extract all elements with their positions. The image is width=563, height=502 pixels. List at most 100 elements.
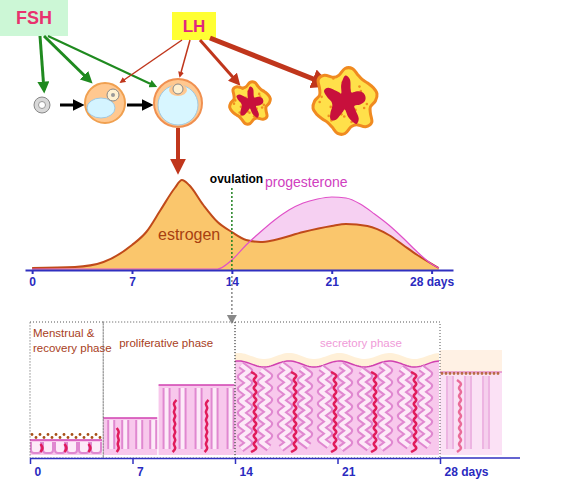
gland-wall bbox=[421, 368, 429, 446]
luteal-dot bbox=[241, 87, 244, 90]
day-tick-mark bbox=[440, 458, 442, 464]
spiral-artery bbox=[65, 444, 67, 452]
x-tick: 7 bbox=[129, 270, 136, 289]
shed-tissue bbox=[39, 433, 42, 436]
spiral-artery bbox=[331, 372, 336, 452]
gland-wall bbox=[361, 370, 369, 448]
x-tick-mark bbox=[132, 270, 134, 274]
endometrium-surface bbox=[159, 384, 235, 386]
connector-line bbox=[231, 276, 233, 315]
shed-tissue bbox=[441, 372, 444, 375]
gland-lumen bbox=[301, 368, 309, 446]
shed-tissue bbox=[489, 372, 492, 375]
gland-wall bbox=[227, 388, 235, 449]
shed-tissue bbox=[99, 436, 102, 439]
spiral-artery bbox=[457, 380, 461, 452]
gland-wall bbox=[149, 420, 157, 449]
shed-tissue bbox=[63, 433, 66, 436]
lh-arrow bbox=[180, 40, 190, 76]
luteal-tissue bbox=[313, 68, 377, 135]
gland-lumen bbox=[70, 442, 74, 450]
shed-tissue bbox=[473, 372, 476, 375]
gland-wall bbox=[82, 442, 86, 450]
spiral-artery bbox=[89, 444, 91, 452]
shed-tissue bbox=[55, 433, 58, 436]
luteal-dot bbox=[320, 96, 323, 99]
gland-wall bbox=[58, 442, 62, 450]
shed-tissue bbox=[481, 372, 484, 375]
gland-lumen bbox=[181, 388, 185, 449]
series-label: progesterone bbox=[265, 174, 348, 190]
spiral-artery bbox=[411, 372, 416, 452]
gland-lumen bbox=[484, 376, 488, 449]
gland-wall bbox=[301, 368, 309, 446]
x-tick-mark bbox=[231, 270, 233, 274]
endometrium-layer bbox=[235, 361, 439, 455]
plot-area bbox=[32, 180, 439, 270]
day-tick-label: 28 days bbox=[445, 465, 489, 479]
spiral-artery bbox=[117, 428, 119, 452]
shed-tissue bbox=[469, 372, 472, 375]
endometrium-surface bbox=[235, 361, 439, 367]
shed-tissue bbox=[75, 436, 78, 439]
phase-label-line: recovery phase bbox=[33, 342, 112, 354]
oocyte bbox=[107, 89, 119, 101]
day-tick: 0 bbox=[31, 458, 42, 479]
gland-lumen bbox=[361, 370, 369, 448]
nucleus bbox=[111, 93, 115, 97]
phase-label: Menstrual &recovery phase bbox=[33, 327, 112, 354]
graafian-follicle bbox=[154, 79, 202, 127]
phase-box bbox=[103, 322, 235, 458]
corpus-luteum bbox=[230, 82, 271, 124]
cumulus bbox=[169, 84, 187, 96]
x-tick: 21 bbox=[326, 270, 340, 289]
annotation-text: ovulation bbox=[210, 172, 263, 186]
hormone-box bbox=[0, 0, 68, 36]
gland-wall bbox=[241, 365, 249, 449]
stage-arrow bbox=[60, 104, 81, 107]
gland-wall bbox=[34, 442, 38, 450]
shed-tissue bbox=[35, 436, 38, 439]
luteal-dot bbox=[329, 106, 332, 109]
fsh-arrow bbox=[44, 36, 90, 81]
luteal-dot bbox=[327, 115, 330, 118]
gland-lumen bbox=[421, 368, 429, 446]
endometrium-layer bbox=[30, 440, 102, 455]
phase-box bbox=[235, 322, 440, 458]
luteal-dot bbox=[363, 107, 366, 110]
day-tick-mark bbox=[132, 458, 134, 464]
shed-tissue bbox=[71, 433, 74, 436]
luteal-dot bbox=[332, 77, 335, 80]
luteal-dot bbox=[318, 101, 321, 104]
day-tick-label: 7 bbox=[137, 465, 144, 479]
shed-tissue bbox=[449, 372, 452, 375]
day-tick-mark bbox=[337, 458, 339, 464]
phase-label: secretory phase bbox=[320, 337, 402, 349]
x-tick-mark bbox=[32, 270, 34, 274]
gland-lumen bbox=[109, 420, 113, 449]
gland-lumen bbox=[466, 376, 470, 449]
shed-tissue bbox=[465, 372, 468, 375]
hormone-text: LH bbox=[183, 17, 206, 36]
hormone-box bbox=[172, 12, 216, 40]
luteal-core bbox=[324, 75, 366, 123]
gland-lumen bbox=[261, 370, 269, 448]
x-tick: 0 bbox=[29, 270, 36, 289]
endometrium-surface bbox=[103, 417, 157, 419]
shed-tissue bbox=[43, 436, 46, 439]
gland-lumen bbox=[197, 388, 201, 449]
shed-tissue bbox=[497, 372, 500, 375]
gland-lumen bbox=[165, 388, 169, 449]
gland-wall bbox=[121, 420, 129, 449]
antrum bbox=[158, 85, 198, 125]
secretion-band bbox=[440, 350, 502, 372]
day-tick-label: 14 bbox=[240, 465, 254, 479]
gland-lumen bbox=[213, 388, 217, 449]
luteal-dot bbox=[358, 85, 361, 88]
shed-tissue bbox=[51, 436, 54, 439]
hormone-label: FSH bbox=[0, 0, 68, 36]
oocyte bbox=[173, 84, 183, 94]
shed-tissue bbox=[59, 436, 62, 439]
gland-lumen bbox=[58, 442, 62, 450]
gland-wall bbox=[464, 376, 472, 449]
